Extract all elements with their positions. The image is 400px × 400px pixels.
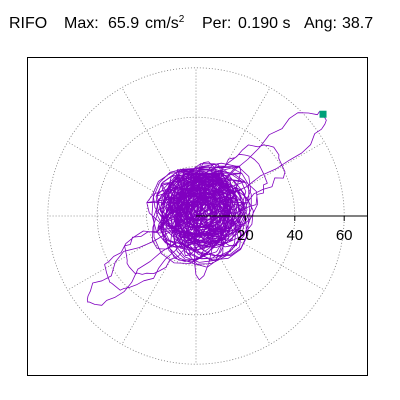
particle-orbit: [86, 111, 327, 306]
plot-frame: [27, 57, 368, 376]
radial-tick-label: 60: [336, 227, 353, 244]
max-value: 65.9: [108, 15, 140, 32]
max-unit-text: cm/s: [145, 15, 179, 32]
station-code: RIFO: [9, 15, 48, 32]
max-unit: cm/s2: [145, 14, 185, 33]
radial-axis: 20 40 60: [196, 215, 367, 244]
grid-spoke: [121, 258, 172, 345]
orbit-trace: [86, 111, 327, 306]
ang-label: Ang:: [304, 15, 337, 32]
peak-marker-group: [319, 110, 327, 118]
grid-spoke: [67, 141, 154, 192]
grid-spoke: [220, 258, 271, 345]
per-value: 0.190 s: [238, 15, 291, 32]
max-unit-exponent: 2: [178, 14, 185, 25]
grid-spoke: [238, 141, 325, 192]
radial-tick-label: 40: [286, 227, 303, 244]
plot-header: RIFO Max: 65.9 cm/s2 Per: 0.190 s Ang: 3…: [0, 14, 400, 39]
peak-marker: [319, 110, 327, 118]
ang-value: 38.7: [342, 15, 374, 32]
radial-tick-label: 20: [237, 227, 254, 244]
per-label: Per:: [202, 15, 232, 32]
max-label: Max:: [64, 15, 99, 32]
grid-spoke: [121, 87, 172, 174]
